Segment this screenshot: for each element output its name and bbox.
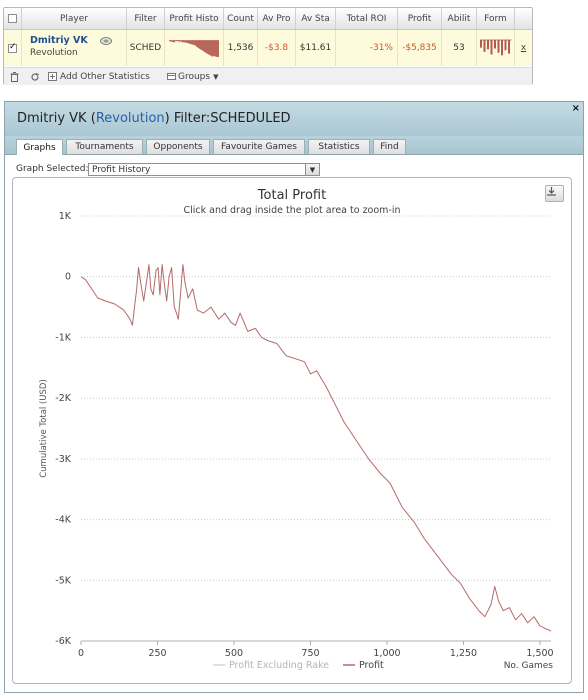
groups-icon (167, 73, 176, 80)
window-filter-label: Filter: (173, 111, 211, 126)
groups-label: Groups (178, 71, 211, 82)
x-tick-label: 1,250 (450, 648, 477, 659)
form-bar (493, 40, 496, 49)
y-tick-label: -4K (55, 515, 71, 526)
player-graph-window: Dmitriy VK (Revolution) Filter:SCHEDULED… (4, 101, 584, 693)
window-network-paren: (Revolution) (90, 111, 170, 126)
x-tick-label: 500 (225, 648, 243, 659)
form-bar (479, 40, 482, 48)
chart-subtitle: Click and drag inside the plot area to z… (183, 205, 400, 216)
row-select-checkbox[interactable] (8, 42, 17, 53)
header-form[interactable]: Form (477, 8, 515, 29)
window-title-bar[interactable]: Dmitriy VK (Revolution) Filter:SCHEDULED… (5, 102, 583, 136)
av-profit-cell: -$3.8 (258, 30, 296, 66)
chart-title: Total Profit (257, 188, 326, 203)
profit-chart-svg[interactable]: Total Profit Click and drag inside the pl… (13, 178, 571, 683)
player-stats-table: Player Filter Profit Histo Count Av Pro … (3, 7, 533, 85)
form-bars (479, 39, 511, 56)
y-tick-label: -1K (55, 332, 71, 343)
x-tick-label: 1,000 (373, 648, 400, 659)
form-bar (500, 40, 503, 56)
table-footer: Add Other Statistics Groups ▼ (4, 67, 532, 85)
tab-opponents[interactable]: Opponents (146, 139, 210, 154)
table-header-row: Player Filter Profit Histo Count Av Pro … (4, 8, 532, 30)
graph-select-value: Profit History (92, 164, 151, 175)
profit-chart[interactable]: Total Profit Click and drag inside the pl… (12, 177, 572, 684)
form-bar (490, 40, 492, 55)
add-stats-label: Add Other Statistics (60, 71, 150, 82)
y-tick-label: -5K (55, 575, 71, 586)
profit-series-line[interactable] (80, 264, 552, 632)
add-stats-icon (48, 72, 57, 81)
total-roi-cell: -31% (336, 30, 398, 66)
groups-dropdown[interactable]: Groups ▼ (167, 68, 218, 85)
y-axis-label: Cumulative Total (USD) (39, 379, 49, 478)
player-name-link[interactable]: Dmitriy VK (30, 35, 88, 46)
av-stake-cell: $11.61 (296, 30, 336, 66)
profit-history-sparkline-cell (165, 30, 224, 66)
refresh-icon[interactable] (30, 68, 40, 85)
count-cell: 1,536 (224, 30, 258, 66)
window-title: Dmitriy VK (Revolution) Filter:SCHEDULED (17, 111, 291, 126)
close-icon[interactable]: × (571, 103, 580, 114)
window-network: Revolution (95, 111, 165, 126)
add-stats-button[interactable]: Add Other Statistics (48, 68, 150, 85)
x-tick-label: 750 (301, 648, 319, 659)
profit-history-sparkline[interactable] (169, 37, 219, 59)
y-tick-label: 1K (59, 211, 72, 222)
y-tick-label: -6K (55, 636, 71, 647)
header-player[interactable]: Player (22, 8, 127, 29)
header-profit-history[interactable]: Profit Histo (165, 8, 224, 29)
graph-select[interactable]: Profit History ▼ (88, 163, 320, 176)
tab-bar: Graphs Tournaments Opponents Favourite G… (5, 136, 583, 155)
remove-row-link[interactable]: x (520, 43, 527, 53)
x-tick-label: 1,500 (526, 648, 553, 659)
download-icon[interactable] (545, 185, 564, 202)
profit-cell: -$5,835 (398, 30, 442, 66)
tab-tournaments[interactable]: Tournaments (66, 139, 143, 154)
tab-find[interactable]: Find (373, 139, 406, 154)
window-filter-value: SCHEDULED (210, 111, 291, 126)
y-tick-label: -2K (55, 393, 71, 404)
form-cell (477, 30, 515, 66)
y-tick-label: -3K (55, 454, 71, 465)
x-axis-label: No. Games (504, 661, 554, 671)
chevron-down-icon[interactable]: ▼ (305, 164, 319, 175)
header-remove (515, 8, 532, 29)
form-bar (507, 40, 510, 54)
legend-item-profit[interactable]: Profit (359, 660, 384, 671)
x-tick-label: 0 (78, 648, 84, 659)
select-all-checkbox[interactable] (8, 14, 17, 23)
legend-item-rake[interactable]: Profit Excluding Rake (229, 660, 329, 671)
form-bar (483, 40, 485, 52)
chevron-down-icon: ▼ (213, 72, 219, 81)
row-select-cell (4, 30, 22, 66)
window-player-name: Dmitriy VK (17, 111, 87, 126)
player-cell: Dmitriy VK Revolution (22, 30, 127, 66)
header-filter[interactable]: Filter (127, 8, 165, 29)
sparkline-area (169, 40, 219, 58)
player-network: Revolution (30, 48, 78, 58)
filter-cell: SCHED (127, 30, 165, 66)
table-row[interactable]: Dmitriy VK Revolution SCHED 1,536 -$3.8 … (4, 30, 532, 66)
tab-graphs[interactable]: Graphs (16, 139, 63, 155)
ability-cell: 53 (442, 30, 477, 66)
form-bar (486, 40, 489, 50)
tab-favourite-games[interactable]: Favourite Games (213, 139, 305, 154)
header-av-stake[interactable]: Av Sta (296, 8, 336, 29)
header-ability[interactable]: Abilit (442, 8, 477, 29)
delete-icon[interactable] (10, 68, 19, 85)
y-tick-label: 0 (65, 272, 71, 283)
network-logo-icon (99, 36, 112, 45)
header-total-roi[interactable]: Total ROI (336, 8, 398, 29)
header-av-profit[interactable]: Av Pro (258, 8, 296, 29)
header-count[interactable]: Count (224, 8, 258, 29)
graph-selected-label: Graph Selected: (16, 164, 89, 174)
select-all-cell (4, 8, 22, 29)
form-bar (497, 40, 499, 53)
header-profit[interactable]: Profit (398, 8, 442, 29)
x-tick-label: 250 (148, 648, 166, 659)
tab-statistics[interactable]: Statistics (308, 139, 370, 154)
form-bar (504, 40, 506, 51)
